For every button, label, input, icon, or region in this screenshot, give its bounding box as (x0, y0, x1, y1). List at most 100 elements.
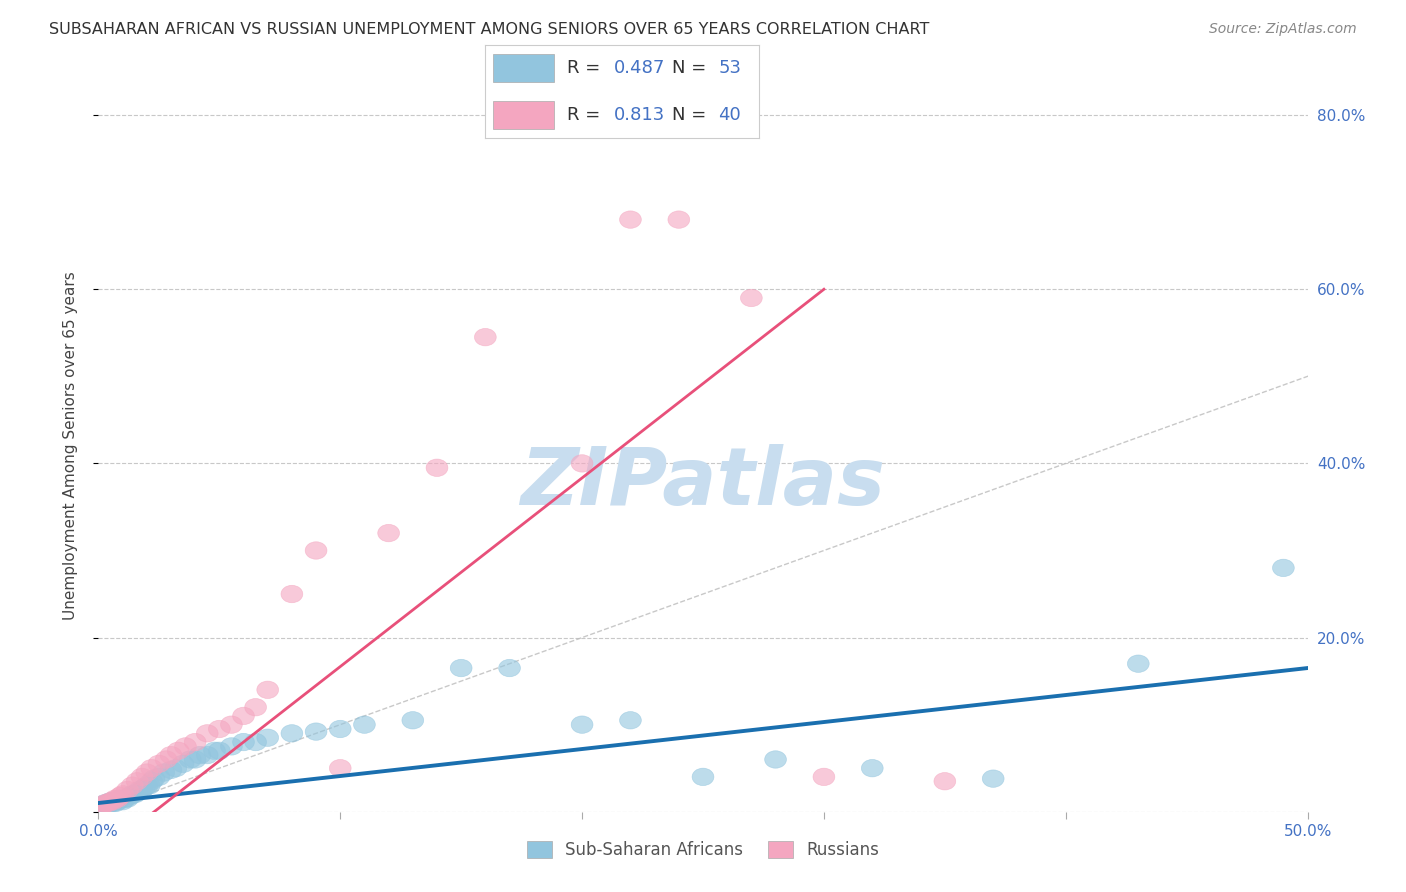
Ellipse shape (204, 742, 225, 759)
Ellipse shape (141, 759, 163, 777)
Ellipse shape (90, 798, 111, 816)
Ellipse shape (232, 707, 254, 724)
Ellipse shape (148, 756, 170, 772)
Ellipse shape (103, 793, 124, 810)
FancyBboxPatch shape (494, 101, 554, 129)
Ellipse shape (167, 742, 190, 759)
Ellipse shape (571, 455, 593, 472)
Ellipse shape (155, 751, 177, 768)
Ellipse shape (197, 724, 218, 742)
Ellipse shape (143, 770, 165, 788)
Ellipse shape (97, 794, 120, 812)
Ellipse shape (131, 781, 153, 798)
Ellipse shape (741, 289, 762, 307)
Ellipse shape (93, 796, 114, 814)
Text: 0.813: 0.813 (614, 106, 665, 124)
Ellipse shape (620, 712, 641, 729)
Ellipse shape (245, 733, 267, 751)
Ellipse shape (765, 751, 786, 768)
Text: ZIPatlas: ZIPatlas (520, 443, 886, 522)
Ellipse shape (1128, 655, 1149, 673)
Ellipse shape (172, 756, 194, 772)
Ellipse shape (100, 793, 121, 810)
Ellipse shape (305, 541, 328, 559)
Ellipse shape (160, 747, 181, 764)
Ellipse shape (97, 796, 120, 814)
Ellipse shape (136, 777, 157, 794)
Ellipse shape (221, 716, 242, 733)
Ellipse shape (111, 786, 134, 803)
Ellipse shape (180, 751, 201, 768)
Ellipse shape (121, 777, 143, 794)
Ellipse shape (129, 781, 150, 798)
Ellipse shape (305, 723, 328, 740)
Ellipse shape (474, 328, 496, 346)
Text: N =: N = (672, 59, 711, 77)
Ellipse shape (104, 790, 127, 807)
Ellipse shape (221, 738, 242, 756)
Ellipse shape (131, 768, 153, 786)
Ellipse shape (104, 794, 127, 812)
Y-axis label: Unemployment Among Seniors over 65 years: Unemployment Among Seniors over 65 years (63, 272, 77, 620)
Ellipse shape (100, 793, 121, 810)
Ellipse shape (692, 768, 714, 786)
Ellipse shape (94, 794, 117, 812)
Ellipse shape (450, 659, 472, 677)
Ellipse shape (127, 784, 148, 801)
Ellipse shape (110, 788, 131, 805)
Ellipse shape (117, 790, 138, 807)
Ellipse shape (165, 759, 187, 777)
Ellipse shape (124, 786, 146, 803)
Ellipse shape (245, 698, 267, 716)
Ellipse shape (983, 770, 1004, 788)
Ellipse shape (136, 764, 157, 781)
Ellipse shape (426, 459, 449, 476)
Ellipse shape (141, 772, 163, 790)
Ellipse shape (117, 781, 138, 798)
Ellipse shape (121, 786, 143, 803)
Ellipse shape (184, 751, 207, 768)
Text: 40: 40 (718, 106, 741, 124)
Text: R =: R = (567, 106, 606, 124)
Ellipse shape (499, 659, 520, 677)
Ellipse shape (813, 768, 835, 786)
Ellipse shape (93, 796, 114, 814)
Ellipse shape (184, 733, 207, 751)
Ellipse shape (208, 742, 231, 759)
FancyBboxPatch shape (494, 54, 554, 82)
Ellipse shape (329, 759, 352, 777)
Ellipse shape (232, 733, 254, 751)
Ellipse shape (281, 585, 302, 603)
Ellipse shape (281, 724, 302, 742)
Ellipse shape (174, 738, 197, 756)
Ellipse shape (402, 712, 423, 729)
Ellipse shape (934, 772, 956, 790)
Ellipse shape (160, 761, 181, 779)
Ellipse shape (134, 779, 155, 796)
Ellipse shape (114, 790, 136, 807)
Ellipse shape (257, 729, 278, 747)
Ellipse shape (620, 211, 641, 228)
Ellipse shape (571, 716, 593, 733)
Ellipse shape (862, 759, 883, 777)
Text: R =: R = (567, 59, 606, 77)
Ellipse shape (148, 768, 170, 786)
Ellipse shape (1272, 559, 1295, 576)
Ellipse shape (257, 681, 278, 698)
Ellipse shape (107, 790, 129, 807)
Ellipse shape (127, 772, 148, 790)
Text: SUBSAHARAN AFRICAN VS RUSSIAN UNEMPLOYMENT AMONG SENIORS OVER 65 YEARS CORRELATI: SUBSAHARAN AFRICAN VS RUSSIAN UNEMPLOYME… (49, 22, 929, 37)
Ellipse shape (94, 794, 117, 812)
Ellipse shape (138, 777, 160, 794)
Ellipse shape (110, 790, 131, 807)
Text: 53: 53 (718, 59, 741, 77)
Ellipse shape (111, 793, 134, 810)
Text: Source: ZipAtlas.com: Source: ZipAtlas.com (1209, 22, 1357, 37)
Ellipse shape (353, 716, 375, 733)
Ellipse shape (329, 721, 352, 738)
Ellipse shape (103, 794, 124, 812)
Text: N =: N = (672, 106, 711, 124)
Ellipse shape (90, 798, 111, 816)
Ellipse shape (190, 747, 211, 764)
Ellipse shape (120, 788, 141, 805)
